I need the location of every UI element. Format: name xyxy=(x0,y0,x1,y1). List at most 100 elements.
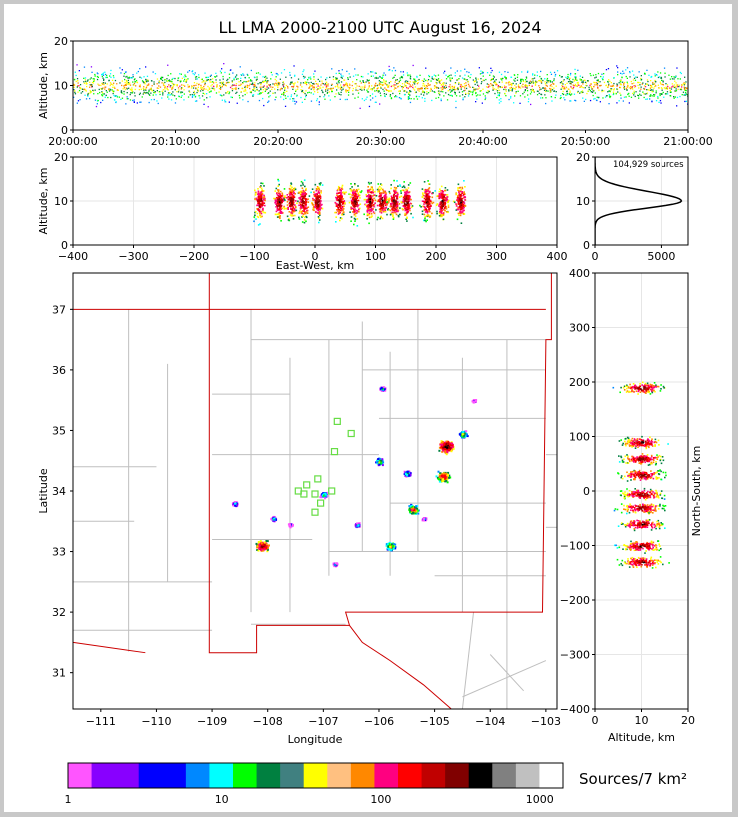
source-dot xyxy=(539,80,541,82)
source-dot xyxy=(416,76,418,78)
source-dot xyxy=(388,190,391,193)
source-dot xyxy=(367,181,370,184)
source-dot xyxy=(370,205,372,208)
source-dot xyxy=(243,80,245,83)
source-dot xyxy=(235,78,238,80)
source-dot xyxy=(521,71,523,73)
source-dot xyxy=(617,71,619,73)
source-dot xyxy=(457,207,459,209)
source-dot xyxy=(463,83,466,85)
source-dot xyxy=(350,220,352,222)
source-dot xyxy=(678,84,681,86)
source-dot xyxy=(444,205,447,208)
source-dot xyxy=(683,82,685,84)
source-dot xyxy=(672,85,674,87)
source-dot xyxy=(301,187,304,189)
source-dot xyxy=(336,205,338,207)
source-dot xyxy=(296,202,298,205)
source-dot xyxy=(649,95,651,97)
source-dot xyxy=(427,180,429,182)
source-dot xyxy=(131,77,134,79)
source-dot xyxy=(366,89,368,91)
source-dot xyxy=(525,76,528,78)
source-dot xyxy=(613,85,615,87)
source-dot xyxy=(457,212,460,215)
source-dot xyxy=(530,91,533,93)
source-dot xyxy=(575,85,577,87)
source-dot xyxy=(293,65,295,67)
source-dot xyxy=(379,197,382,200)
source-dot xyxy=(370,201,373,203)
source-dot xyxy=(441,195,444,198)
source-dot xyxy=(540,80,542,82)
source-dot xyxy=(180,88,182,90)
source-dot xyxy=(450,67,452,69)
source-dot xyxy=(409,209,411,212)
source-dot xyxy=(109,82,112,84)
source-dot xyxy=(279,217,281,220)
source-dot xyxy=(180,73,182,75)
source-dot xyxy=(221,86,223,88)
source-dot xyxy=(418,95,420,98)
source-dot xyxy=(230,96,232,98)
source-dot xyxy=(259,198,261,201)
source-dot xyxy=(403,185,405,187)
source-dot xyxy=(390,81,392,83)
source-dot xyxy=(377,183,380,185)
source-dot xyxy=(472,86,474,88)
source-dot xyxy=(340,91,342,93)
source-dot xyxy=(546,85,548,87)
source-dot xyxy=(261,182,264,185)
source-dot xyxy=(410,90,412,93)
source-dot xyxy=(575,100,577,102)
source-dot xyxy=(231,85,233,87)
source-dot xyxy=(427,82,429,85)
source-dot xyxy=(405,193,408,195)
source-dot xyxy=(681,94,683,96)
source-dot xyxy=(156,78,159,80)
source-dot xyxy=(574,99,576,101)
source-dot xyxy=(337,206,340,209)
source-dot xyxy=(462,194,464,197)
y-axis-label: Altitude, km xyxy=(37,167,50,234)
source-dot xyxy=(246,92,248,94)
source-dot xyxy=(409,81,411,83)
source-dot xyxy=(179,73,181,75)
source-dot xyxy=(140,77,143,79)
source-dot xyxy=(492,75,495,77)
source-dot xyxy=(404,85,406,87)
source-dot xyxy=(394,81,396,83)
source-dot xyxy=(458,207,461,209)
source-dot xyxy=(379,76,381,78)
source-dot xyxy=(400,97,402,99)
source-dot xyxy=(102,93,104,95)
source-dot xyxy=(130,92,132,94)
source-dot xyxy=(683,94,685,96)
source-dot xyxy=(300,205,302,208)
source-dot xyxy=(158,85,160,87)
source-dot xyxy=(110,96,112,99)
source-dot xyxy=(293,191,295,194)
source-dot xyxy=(331,88,333,90)
source-dot xyxy=(424,188,427,191)
source-dot xyxy=(253,86,255,88)
source-dot xyxy=(289,71,291,74)
source-dot xyxy=(256,89,258,91)
source-dot xyxy=(464,78,466,80)
x-tick-label: 20:00:00 xyxy=(48,135,97,148)
source-dot xyxy=(303,192,305,194)
source-dot xyxy=(287,206,289,209)
source-dot xyxy=(385,93,387,95)
source-dot xyxy=(405,85,407,87)
source-dot xyxy=(286,201,289,203)
source-dot xyxy=(209,79,211,81)
source-dot xyxy=(350,216,353,218)
source-dot xyxy=(318,192,320,195)
source-dot xyxy=(124,78,126,81)
source-dot xyxy=(409,86,411,88)
source-dot xyxy=(256,78,258,80)
source-dot xyxy=(128,77,130,79)
source-dot xyxy=(367,91,370,93)
source-dot xyxy=(393,88,395,91)
source-dot xyxy=(509,87,511,89)
